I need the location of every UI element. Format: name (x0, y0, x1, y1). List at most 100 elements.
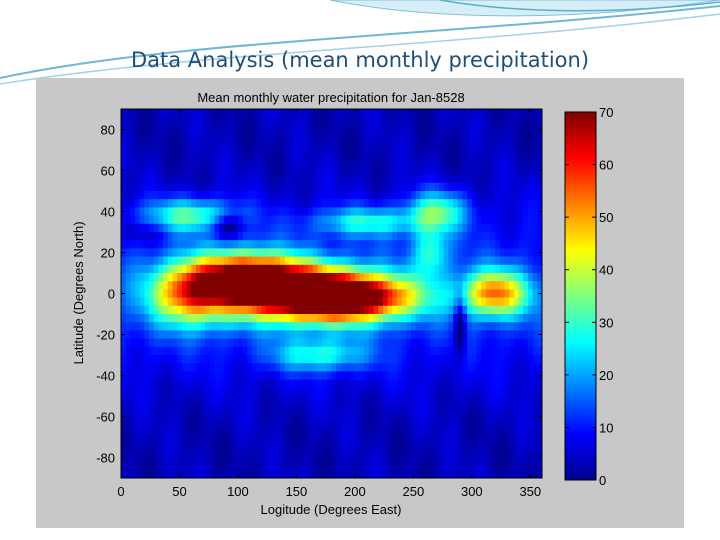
heatmap-cell (144, 314, 150, 323)
heatmap-cell (350, 412, 356, 422)
heatmap-cell (392, 158, 398, 167)
heatmap-cell (163, 428, 169, 438)
heatmap-cell (476, 437, 482, 446)
heatmap-cell (340, 215, 347, 225)
heatmap-cell (298, 305, 305, 315)
heatmap-cell (219, 363, 225, 372)
heatmap-cell (368, 469, 375, 478)
heatmap-cell (439, 182, 445, 192)
heatmap-cell (518, 346, 524, 356)
heatmap-cell (177, 232, 183, 241)
heatmap-cell (462, 453, 468, 463)
heatmap-cell (509, 297, 515, 307)
heatmap-cell (495, 387, 501, 397)
heatmap-cell (326, 174, 333, 184)
heatmap-cell (523, 355, 529, 364)
heatmap-cell (251, 469, 258, 478)
heatmap-cell (158, 199, 164, 208)
heatmap-cell (294, 420, 300, 430)
heatmap-cell (125, 461, 131, 471)
heatmap-cell (294, 150, 300, 159)
heatmap-cell (177, 371, 183, 381)
heatmap-cell (191, 437, 197, 446)
heatmap-cell (364, 305, 370, 315)
heatmap-cell (135, 437, 141, 446)
heatmap-cell (209, 404, 216, 413)
heatmap-cell (200, 117, 206, 126)
heatmap-cell (139, 191, 145, 200)
heatmap-cell (345, 379, 351, 389)
heatmap-cell (439, 281, 445, 290)
heatmap-cell (326, 404, 333, 413)
heatmap-cell (209, 437, 216, 446)
heatmap-cell (467, 346, 473, 356)
heatmap-cell (261, 174, 267, 184)
heatmap-cell (462, 223, 468, 233)
heatmap-cell (392, 322, 398, 331)
heatmap-cell (317, 297, 323, 307)
heatmap-cell (153, 322, 160, 331)
heatmap-cell (513, 133, 520, 143)
heatmap-cell (214, 453, 220, 463)
heatmap-cell (504, 379, 510, 389)
heatmap-cell (495, 232, 501, 241)
heatmap-cell (345, 150, 351, 159)
heatmap-cell (186, 437, 192, 446)
heatmap-cell (280, 322, 286, 331)
heatmap-cell (167, 297, 174, 307)
heatmap-cell (429, 346, 436, 356)
heatmap-cell (518, 445, 524, 454)
heatmap-cell (270, 330, 276, 340)
heatmap-cell (228, 379, 234, 389)
heatmap-cell (462, 363, 468, 372)
heatmap-cell (504, 453, 510, 463)
heatmap-cell (181, 297, 188, 307)
heatmap-cell (289, 469, 295, 478)
heatmap-cell (443, 150, 450, 159)
heatmap-cell (214, 158, 220, 167)
heatmap-cell (303, 420, 309, 430)
heatmap-cell (284, 461, 290, 471)
heatmap-cell (439, 150, 445, 159)
heatmap-cell (429, 125, 436, 135)
heatmap-cell (443, 404, 450, 413)
heatmap-cell (228, 215, 234, 225)
heatmap-cell (298, 133, 305, 143)
heatmap-cell (294, 363, 300, 372)
heatmap-cell (312, 109, 319, 118)
heatmap-cell (209, 371, 216, 381)
heatmap-cell (261, 371, 267, 381)
heatmap-cell (191, 182, 197, 192)
heatmap-cell (411, 125, 417, 135)
heatmap-cell (443, 338, 450, 348)
heatmap-cell (350, 330, 356, 340)
heatmap-cell (485, 174, 492, 184)
heatmap-cell (420, 338, 426, 348)
heatmap-cell (205, 281, 211, 290)
heatmap-cell (214, 330, 220, 340)
heatmap-cell (504, 445, 510, 454)
heatmap-cell (373, 297, 379, 307)
heatmap-cell (317, 461, 323, 471)
heatmap-cell (322, 379, 328, 389)
heatmap-cell (345, 363, 351, 372)
heatmap-cell (214, 297, 220, 307)
heatmap-cell (209, 346, 216, 356)
heatmap-cell (149, 191, 155, 200)
heatmap-cell (223, 371, 230, 381)
heatmap-cell (429, 150, 436, 159)
heatmap-cell (181, 289, 188, 299)
heatmap-cell (537, 182, 542, 192)
heatmap-cell (354, 330, 361, 340)
heatmap-cell (527, 346, 534, 356)
heatmap-cell (396, 232, 403, 241)
heatmap-cell (214, 412, 220, 422)
heatmap-cell (181, 363, 188, 372)
heatmap-cell (242, 141, 248, 151)
heatmap-cell (139, 379, 145, 389)
heatmap-cell (476, 232, 482, 241)
heatmap-cell (209, 453, 216, 463)
heatmap-cell (172, 453, 178, 463)
heatmap-cell (247, 396, 253, 405)
heatmap-cell (322, 387, 328, 397)
